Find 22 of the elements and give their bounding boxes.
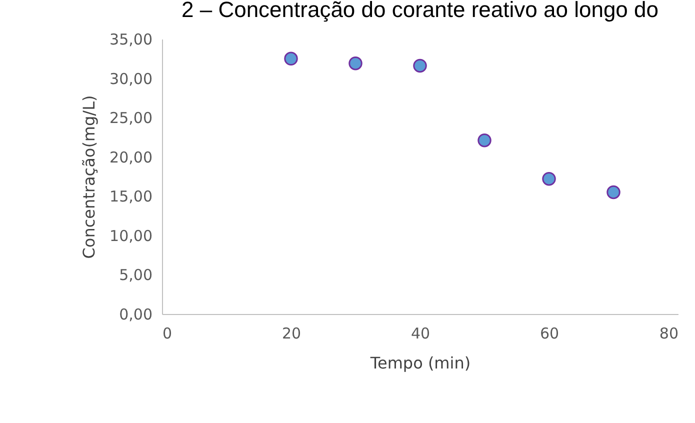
chart-title: 2 – Concentração do corante reativo ao longo do xyxy=(182,0,658,22)
y-tick-label: 35,00 xyxy=(110,30,152,48)
y-tick-label: 15,00 xyxy=(110,188,152,206)
point xyxy=(284,52,298,66)
point xyxy=(478,133,492,148)
y-tick-label: 10,00 xyxy=(110,226,152,245)
y-tick-label: 5,00 xyxy=(119,266,152,284)
y-tick-label: 25,00 xyxy=(110,109,152,128)
y-tick-label: 0,00 xyxy=(119,306,152,324)
point xyxy=(413,58,427,73)
y-tick-label: 20,00 xyxy=(110,148,152,166)
y-axis-title: Concentração(mg/L) xyxy=(80,95,99,259)
point xyxy=(606,185,620,200)
x-tick-label: 40 xyxy=(410,324,430,342)
x-tick-label: 0 xyxy=(162,324,172,342)
point xyxy=(542,172,556,186)
x-axis-title: Tempo (min) xyxy=(369,354,471,372)
x-tick-label: 60 xyxy=(540,324,560,342)
point xyxy=(348,56,362,70)
y-tick-label: 30,00 xyxy=(110,70,152,88)
x-tick-label: 20 xyxy=(282,324,302,342)
x-tick-label: 80 xyxy=(659,324,678,342)
